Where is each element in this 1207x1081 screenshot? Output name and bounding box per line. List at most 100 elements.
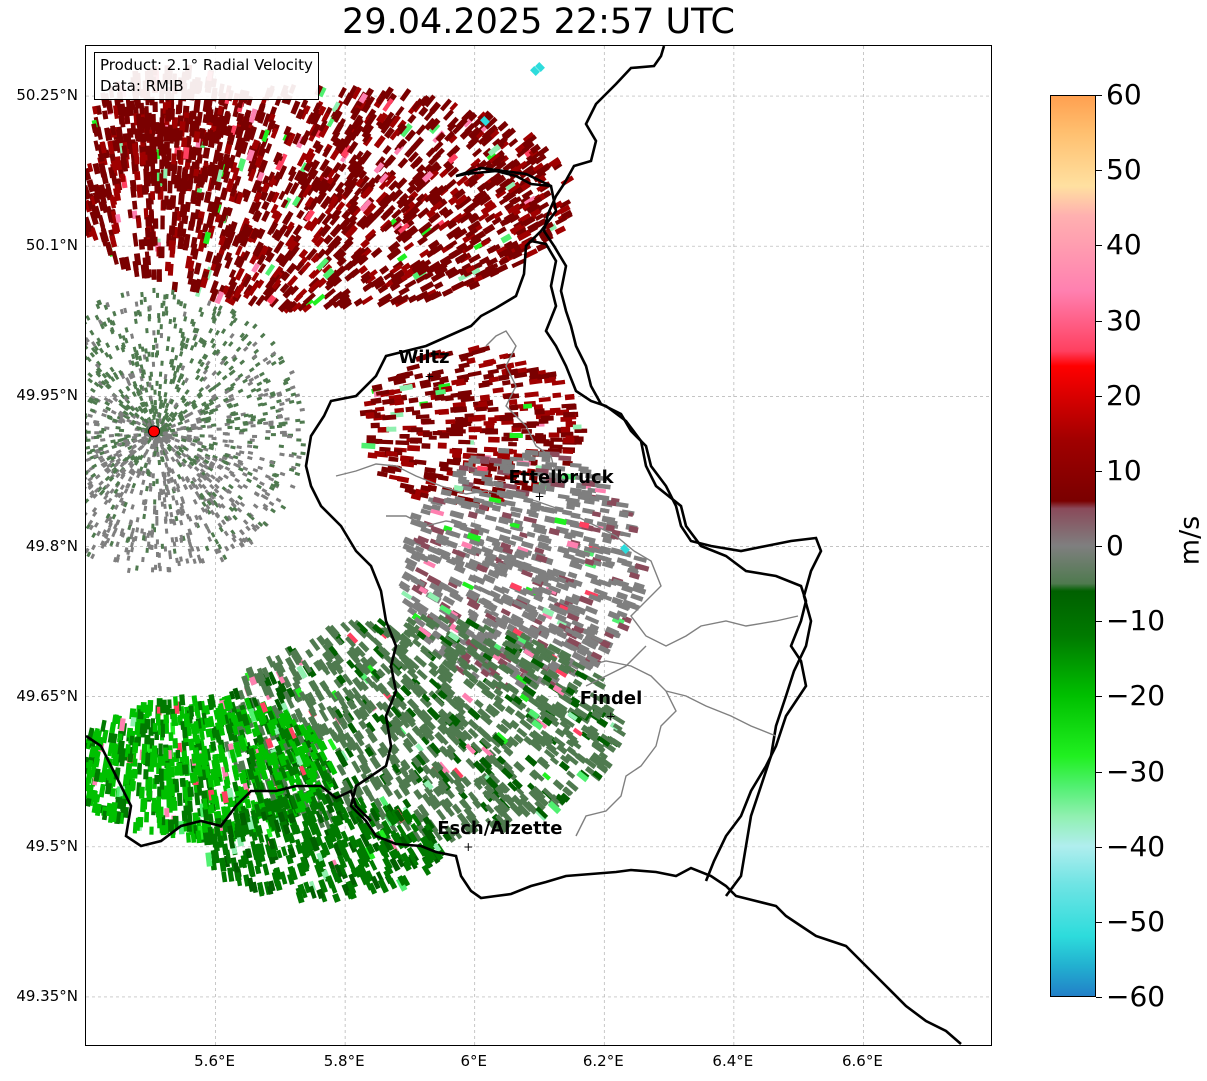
- echo-cell: [282, 288, 293, 299]
- echo-cell: [283, 182, 294, 195]
- echo-cell: [500, 233, 512, 244]
- echo-cell: [474, 699, 484, 709]
- echo-cell: [491, 216, 502, 226]
- echo-cell: [467, 112, 478, 122]
- echo-cell: [357, 175, 370, 189]
- echo-cell: [419, 281, 435, 293]
- echo-cell: [271, 278, 282, 290]
- echo-cell: [485, 257, 498, 267]
- echo-cell: [420, 418, 432, 424]
- echo-cell: [296, 209, 305, 220]
- echo-cell: [174, 174, 180, 189]
- echo-cell: [279, 282, 290, 294]
- echo-cell: [447, 195, 459, 206]
- echo-cell: [177, 99, 183, 114]
- echo-cell: [438, 408, 450, 416]
- echo-cell: [347, 722, 358, 734]
- echo-cell: [433, 281, 444, 290]
- echo-cell: [175, 749, 181, 759]
- echo-cell: [354, 187, 363, 197]
- echo-cell: [145, 269, 152, 278]
- echo-cell: [447, 122, 457, 133]
- echo-cell: [439, 168, 449, 179]
- echo-cell: [384, 111, 395, 124]
- echo-cell: [526, 421, 538, 426]
- echo-cell: [370, 422, 380, 429]
- echo-cell: [566, 770, 576, 779]
- echo-cell: [110, 210, 118, 224]
- echo-cell: [331, 276, 343, 287]
- echo-cell: [207, 835, 215, 846]
- echo-cell: [286, 262, 298, 275]
- echo-cell: [169, 195, 177, 208]
- echo-cell: [424, 117, 437, 131]
- echo-cell: [251, 139, 260, 150]
- echo-cell: [154, 181, 161, 193]
- echo-cell: [390, 271, 405, 283]
- echo-cell: [249, 254, 258, 265]
- echo-cell: [111, 223, 120, 235]
- echo-cell: [449, 187, 460, 197]
- echo-cell: [293, 169, 304, 182]
- echo-cell: [389, 294, 404, 306]
- echo-cell: [591, 511, 602, 518]
- echo-cell: [399, 192, 409, 203]
- echo-cell: [147, 776, 153, 790]
- echo-cell: [370, 247, 383, 259]
- echo-cell: [482, 223, 496, 235]
- echo-cell: [193, 262, 202, 275]
- echo-cell: [549, 444, 563, 450]
- echo-cell: [367, 269, 378, 279]
- echo-cell: [395, 440, 410, 446]
- echo-cell: [262, 863, 270, 876]
- echo-cell: [343, 260, 354, 271]
- echo-cell: [86, 223, 92, 233]
- echo-cell: [213, 107, 220, 118]
- echo-cell: [619, 531, 632, 538]
- echo-cell: [126, 127, 134, 138]
- echo-cell: [358, 719, 368, 730]
- echo-cell: [492, 387, 504, 394]
- echo-cell: [270, 203, 279, 215]
- echo-cell: [303, 147, 315, 162]
- echo-cell: [430, 200, 444, 213]
- echo-cell: [190, 191, 198, 205]
- echo-cell: [491, 153, 507, 167]
- echo-cell: [158, 246, 165, 259]
- echo-cell: [348, 194, 360, 206]
- echo-cell: [514, 710, 527, 721]
- echo-cell: [280, 271, 291, 282]
- echo-cell: [521, 189, 534, 200]
- echo-cell: [563, 411, 575, 418]
- echo-cell: [139, 786, 145, 799]
- radar-map-svg: ++++: [86, 46, 991, 1045]
- echo-cell: [263, 288, 275, 302]
- echo-cell: [441, 287, 454, 297]
- echo-cell: [224, 143, 233, 155]
- echo-cell: [362, 282, 374, 293]
- echo-cell: [156, 796, 162, 808]
- echo-cell: [214, 290, 225, 305]
- echo-cell: [381, 783, 394, 798]
- echo-cell: [243, 190, 252, 203]
- echo-cell: [384, 174, 397, 188]
- echo-cell: [439, 254, 452, 265]
- echo-cell: [477, 211, 490, 222]
- echo-cell: [307, 164, 318, 177]
- echo-cell: [562, 437, 575, 444]
- echo-cell: [273, 151, 283, 164]
- echo-cell: [387, 240, 401, 253]
- radar-map[interactable]: + + + +: [85, 45, 992, 1046]
- echo-cell: [98, 783, 106, 798]
- echo-cell: [515, 160, 528, 171]
- echo-cell: [160, 215, 165, 230]
- echo-cell: [272, 212, 283, 226]
- echo-cell: [190, 110, 197, 120]
- echo-cell: [479, 394, 491, 402]
- echo-cell: [167, 819, 175, 832]
- echo-cell: [318, 119, 328, 132]
- echo-cell: [596, 521, 607, 528]
- echo-cell: [446, 458, 460, 466]
- echo-cell: [221, 285, 230, 296]
- echo-cell: [468, 253, 481, 264]
